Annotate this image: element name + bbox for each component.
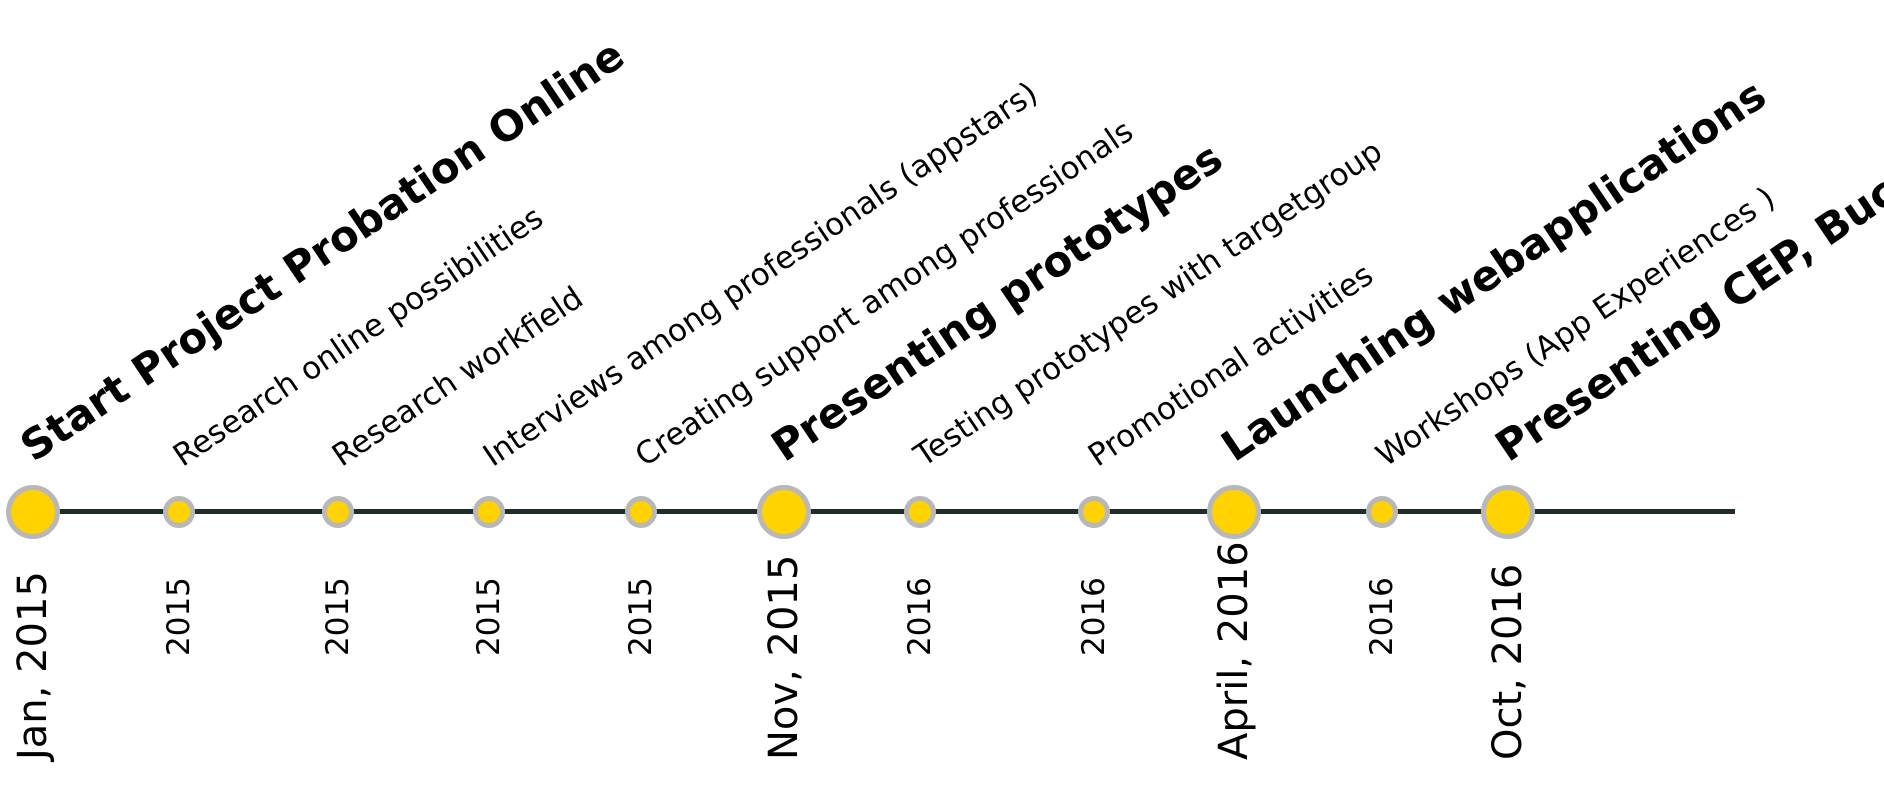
milestone-dot	[904, 496, 936, 528]
milestone-dot	[625, 496, 657, 528]
milestone-major-dot	[1207, 485, 1261, 539]
milestone-date: Nov, 2015	[761, 554, 807, 760]
milestone-date: 2016	[902, 577, 938, 656]
milestone-date: Jan, 2015	[10, 571, 56, 760]
timeline-axis	[30, 509, 1735, 514]
milestone-dot	[1078, 496, 1110, 528]
milestone-date: 2016	[1364, 577, 1400, 656]
milestone-dot	[163, 496, 195, 528]
milestone-date: 2015	[471, 577, 507, 656]
milestone-date: 2015	[623, 577, 659, 656]
milestone-dot	[1366, 496, 1398, 528]
milestone-date: 2015	[320, 577, 356, 656]
milestone-date: 2015	[161, 577, 197, 656]
milestone-major-dot	[757, 485, 811, 539]
milestone-dot	[473, 496, 505, 528]
milestone-date: April, 2016	[1211, 541, 1257, 760]
milestone-date: Oct, 2016	[1485, 563, 1531, 760]
milestone-major-dot	[1481, 485, 1535, 539]
milestone-date: 2016	[1076, 577, 1112, 656]
milestone-major-dot	[6, 485, 60, 539]
milestone-dot	[322, 496, 354, 528]
